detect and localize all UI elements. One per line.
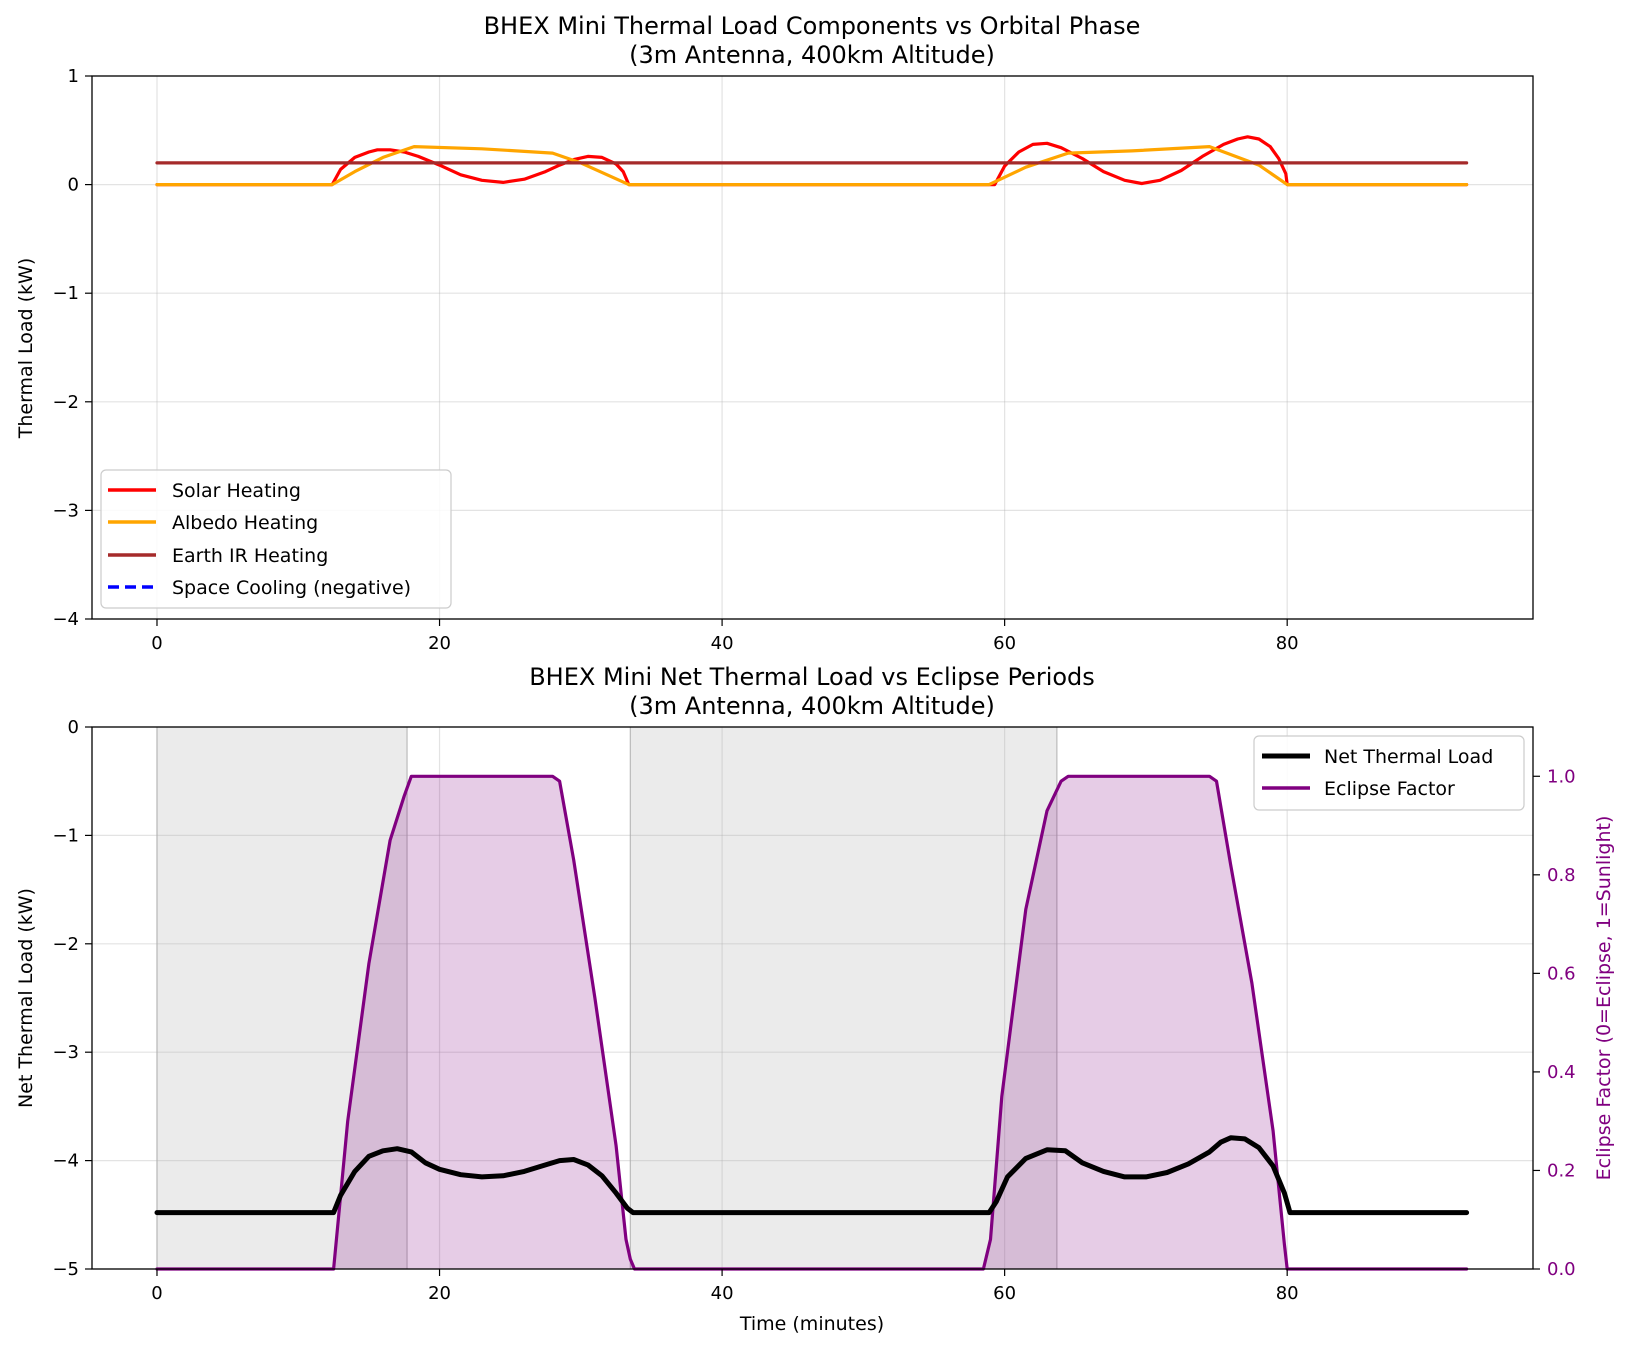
series-fill-eclipse-factor: [157, 776, 1467, 1269]
bottom-xtick-label-20: 20: [428, 1283, 451, 1304]
bottom-xtick-label-80: 80: [1276, 1283, 1299, 1304]
y2tick-label-0-4: 0.4: [1547, 1062, 1576, 1083]
y2tick-label-0-8: 0.8: [1547, 865, 1576, 886]
top-axis-ticks: 0 20 40 60 80 1 0 −1 −2 −3 −4: [52, 66, 1298, 654]
legend-label-solar: Solar Heating: [172, 480, 301, 502]
bottom-ytick-label-3: −3: [52, 1042, 79, 1063]
top-xtick-label-20: 20: [428, 633, 451, 654]
bottom-ytick-label-1: −1: [52, 825, 79, 846]
top-xtick-label-80: 80: [1276, 633, 1299, 654]
bottom-chart-title: BHEX Mini Net Thermal Load vs Eclipse Pe…: [529, 663, 1095, 691]
legend-label-net-thermal: Net Thermal Load: [1324, 746, 1493, 768]
legend-label-space-cooling: Space Cooling (negative): [172, 577, 411, 599]
top-xtick-label-60: 60: [993, 633, 1016, 654]
y2tick-label-0-0: 0.0: [1547, 1259, 1576, 1280]
top-ytick-label-2: −2: [52, 392, 79, 413]
bottom-xtick-label-0: 0: [151, 1283, 162, 1304]
legend-label-eclipse-factor: Eclipse Factor: [1324, 778, 1455, 800]
top-chart: BHEX Mini Thermal Load Components vs Orb…: [15, 12, 1534, 654]
bottom-y2-axis-label: Eclipse Factor (0=Eclipse, 1=Sunlight): [1593, 816, 1615, 1181]
top-legend-box: [100, 469, 452, 609]
bottom-plot-frame: [91, 726, 1534, 1270]
bottom-chart-subtitle: (3m Antenna, 400km Altitude): [629, 692, 995, 720]
series-line-solar-heating: [155, 135, 1469, 187]
bottom-legend-box: [1253, 735, 1525, 811]
bottom-ytick-label-0: 0: [68, 717, 79, 738]
y2tick-label-0-6: 0.6: [1547, 963, 1576, 984]
legend-label-albedo: Albedo Heating: [172, 512, 318, 534]
top-xtick-label-0: 0: [151, 633, 162, 654]
top-ytick-label-1: 1: [68, 66, 79, 87]
legend-label-earth-ir: Earth IR Heating: [172, 545, 328, 567]
y2tick-label-1-0: 1.0: [1547, 766, 1576, 787]
bottom-ytick-label-4: −4: [52, 1151, 79, 1172]
top-series-lines: [155, 135, 1469, 187]
top-ytick-label-3: −3: [52, 500, 79, 521]
top-y-axis-label: Thermal Load (kW): [15, 258, 37, 440]
eclipse-period-2: [629, 726, 1058, 1270]
top-plot-frame: [91, 75, 1534, 620]
y2tick-label-0-2: 0.2: [1547, 1160, 1576, 1181]
bottom-ytick-label-5: −5: [52, 1259, 79, 1280]
top-chart-subtitle: (3m Antenna, 400km Altitude): [629, 41, 995, 69]
series-line-net-thermal-load: [154, 1135, 1470, 1216]
bottom-axis-ticks: 0 20 40 60 80 0 −1 −2 −3 −4 −5 0.0 0.2 0.4 0.6 0.8 1.0: [52, 717, 1575, 1304]
top-ytick-label-0: 0: [68, 175, 79, 196]
top-ytick-label-1: −1: [52, 283, 79, 304]
bottom-xtick-label-40: 40: [711, 1283, 734, 1304]
series-line-albedo-heating: [155, 145, 1469, 187]
bottom-xtick-label-60: 60: [993, 1283, 1016, 1304]
bottom-y-axis-label: Net Thermal Load (kW): [15, 888, 37, 1108]
top-chart-title: BHEX Mini Thermal Load Components vs Orb…: [484, 12, 1141, 40]
bottom-chart: BHEX Mini Net Thermal Load vs Eclipse Pe…: [15, 663, 1615, 1335]
top-xtick-label-40: 40: [711, 633, 734, 654]
top-ytick-label-4: −4: [52, 609, 79, 630]
bottom-legend[interactable]: Net Thermal Load Eclipse Factor: [1253, 735, 1525, 811]
bottom-x-axis-label: Time (minutes): [739, 1313, 884, 1335]
top-legend[interactable]: Solar Heating Albedo Heating Earth IR He…: [100, 469, 452, 609]
bottom-ytick-label-2: −2: [52, 934, 79, 955]
